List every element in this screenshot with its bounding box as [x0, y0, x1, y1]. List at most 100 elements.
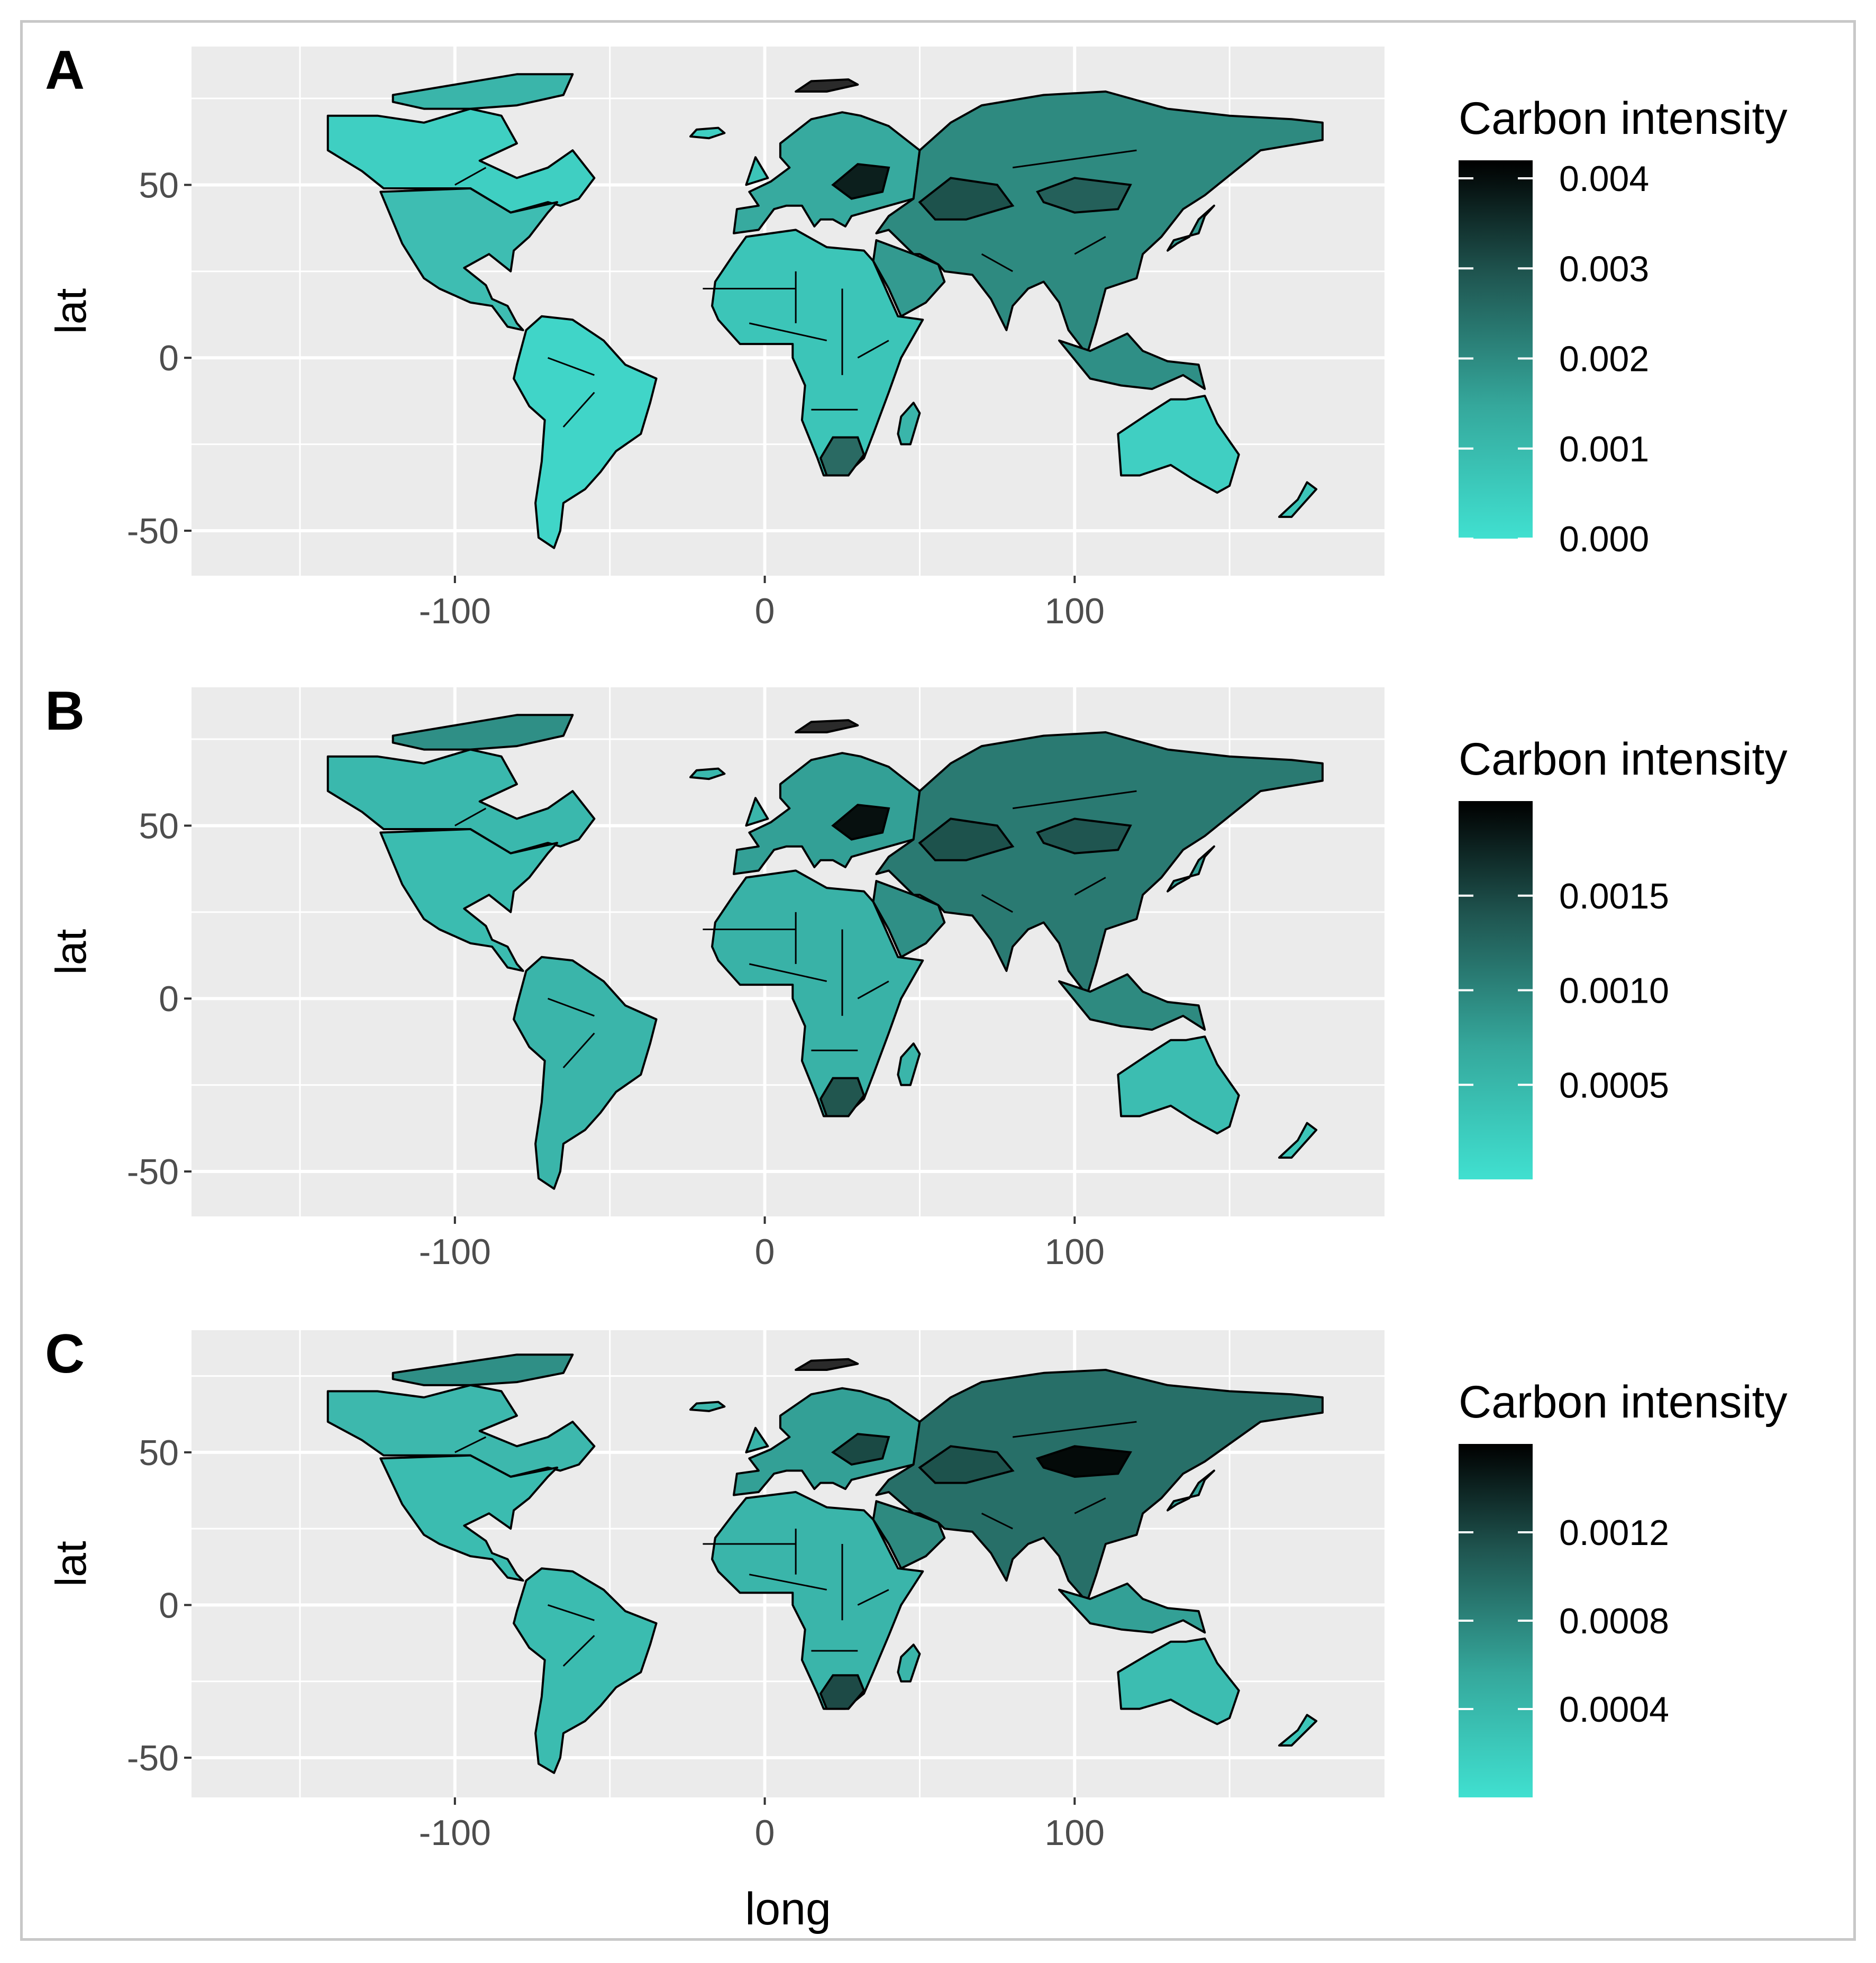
legend-colorbar: [1459, 160, 1533, 539]
legend-tick-label: 0.0008: [1559, 1601, 1669, 1641]
country-border: [749, 1574, 827, 1591]
panel-a: 50 0 -50 -100 0 100 lat A Carbon intensity 0.004 0…: [45, 40, 1787, 631]
region-eastern-europe: [831, 1433, 890, 1466]
legend-title: Carbon intensity: [1459, 734, 1787, 785]
legend-tick-label: 0.000: [1559, 519, 1649, 559]
country-region-indonesia: [1058, 332, 1206, 390]
country-region-uk: [745, 156, 769, 186]
country-region-nz: [1278, 1714, 1318, 1747]
legend-title: Carbon intensity: [1459, 1377, 1787, 1428]
legend-tick-label: 0.002: [1559, 339, 1649, 379]
panel-letter: C: [45, 1323, 85, 1385]
country-region-canada: [326, 1384, 596, 1478]
country-region-iceland: [689, 1401, 726, 1412]
x-tick-label: 0: [755, 1232, 775, 1272]
x-axis-title: long: [745, 1884, 831, 1934]
y-tick-label: -50: [127, 1738, 179, 1778]
country-region-arabia: [872, 1500, 946, 1570]
legend-tick-label: 0.0010: [1559, 971, 1669, 1011]
country-region-usmex: [379, 1454, 559, 1582]
country-region-madagascar: [897, 1643, 921, 1683]
y-tick-label: 0: [159, 979, 179, 1019]
region-mongolia: [1035, 1445, 1132, 1478]
country-region-africa: [711, 229, 924, 477]
country-border: [1012, 149, 1137, 169]
legend-tick-label: 0.0015: [1559, 876, 1669, 916]
legend-tick-label: 0.003: [1559, 249, 1649, 289]
y-tick-label: -50: [127, 1152, 179, 1192]
legend-tick-label: 0.0005: [1559, 1065, 1669, 1105]
y-axis-title: lat: [47, 929, 95, 975]
legend: Carbon intensity 0.004 0.003 0.002 0.001 0.00…: [1459, 93, 1787, 559]
country-border: [548, 357, 595, 376]
x-tick-label: 100: [1045, 591, 1105, 631]
country-border: [857, 1589, 889, 1606]
x-tick-label: -100: [419, 1232, 491, 1272]
country-border: [562, 1032, 595, 1068]
legend: Carbon intensity 0.0015 0.0010 0.0005: [1459, 734, 1787, 1179]
world-map: [326, 73, 1324, 549]
country-border: [749, 963, 827, 983]
country-region-africa: [711, 869, 924, 1117]
country-region-indonesia: [1058, 973, 1206, 1031]
figure-frame: [20, 20, 1856, 1941]
region-south-africa: [819, 1674, 866, 1710]
country-region-arabia: [872, 239, 946, 317]
country-border: [548, 997, 595, 1017]
country-border: [1012, 790, 1137, 810]
country-region-uk: [745, 797, 769, 827]
legend-tick-label: 0.004: [1559, 159, 1649, 199]
country-border: [454, 1436, 487, 1453]
y-tick-label: 0: [159, 338, 179, 378]
country-region-arabia: [872, 880, 946, 958]
x-tick-label: 100: [1045, 1813, 1105, 1853]
country-border: [1074, 236, 1106, 255]
region-eastern-europe: [831, 804, 890, 841]
y-axis-title: lat: [47, 1541, 95, 1587]
world-map: [326, 1353, 1324, 1774]
country-region-nz: [1278, 481, 1318, 518]
country-border: [454, 167, 487, 186]
legend-tick-label: 0.0004: [1559, 1689, 1669, 1730]
region-central-asia: [918, 1445, 1015, 1484]
country-region-uk: [745, 1426, 769, 1453]
country-region-arctic: [391, 73, 574, 110]
country-region-arctic: [391, 714, 574, 751]
x-tick-label: -100: [419, 1813, 491, 1853]
region-mongolia: [1036, 177, 1132, 214]
country-region-madagascar: [897, 402, 921, 446]
country-region-australia: [1117, 395, 1240, 494]
legend-tick-label: 0.0012: [1559, 1513, 1669, 1553]
panel-b: 50 0 -50 -100 0 100 lat B Carbon intensity 0.0015…: [45, 680, 1787, 1272]
country-region-africa: [711, 1491, 924, 1710]
country-region-japan: [1167, 1469, 1215, 1512]
legend: Carbon intensity 0.0012 0.0008 0.0004: [1459, 1377, 1787, 1797]
country-region-svalbard: [795, 1358, 859, 1371]
country-border: [1074, 877, 1106, 896]
country-border: [562, 392, 595, 428]
x-tick-label: 0: [755, 1813, 775, 1853]
country-region-svalbard: [795, 78, 859, 93]
x-tick-label: -100: [419, 591, 491, 631]
country-border: [749, 322, 827, 342]
x-tick-label: 0: [755, 591, 775, 631]
y-tick-label: 50: [139, 165, 179, 205]
country-border: [562, 1635, 595, 1667]
country-border: [1074, 1497, 1106, 1514]
y-tick-label: 0: [159, 1585, 179, 1625]
country-region-usmex: [379, 187, 559, 331]
country-region-japan: [1167, 845, 1215, 893]
country-region-iceland: [689, 126, 726, 140]
x-tick-label: 100: [1045, 1232, 1105, 1272]
country-region-australia: [1117, 1035, 1240, 1135]
region-central-asia: [918, 817, 1015, 861]
region-south-africa: [819, 1077, 866, 1117]
panel-c: 50 0 -50 -100 0 100 lat long C Carbon intensity 0.…: [45, 1323, 1787, 1934]
region-mongolia: [1036, 817, 1132, 855]
world-map: [326, 714, 1324, 1190]
panel-letter: A: [45, 40, 85, 101]
country-border: [1012, 1421, 1137, 1438]
country-border: [981, 1512, 1013, 1530]
country-region-southAm: [513, 956, 658, 1190]
